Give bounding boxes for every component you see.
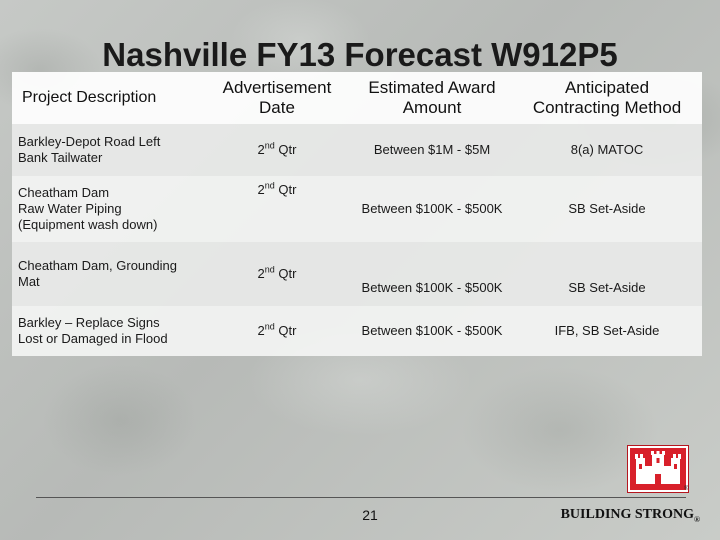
date-suffix: nd: [264, 264, 275, 275]
tagline-text: BUILDING STRONG: [560, 507, 695, 522]
cell-contracting-method: SB Set-Aside: [512, 176, 702, 242]
cell-contracting-method: IFB, SB Set-Aside: [512, 306, 702, 356]
cell-project-description: Barkley – Replace Signs Lost or Damaged …: [12, 306, 202, 356]
table-row: Barkley-Depot Road Left Bank Tailwater 2…: [12, 124, 702, 176]
date-number: 2: [257, 323, 265, 338]
header-label: Amount: [402, 98, 462, 117]
table-header-row: Project Description Advertisement Date E…: [12, 72, 702, 124]
date-unit: Qtr: [274, 266, 297, 281]
header-label: Estimated Award: [368, 78, 496, 97]
cell-advertisement-date: 2nd Qtr: [202, 124, 352, 176]
header-label: Anticipated: [564, 78, 650, 97]
header-label: Contracting Method: [532, 98, 682, 117]
footer-divider: [36, 497, 686, 498]
date-number: 2: [257, 142, 265, 157]
forecast-table: Project Description Advertisement Date E…: [12, 72, 702, 356]
cell-advertisement-date: 2nd Qtr: [202, 242, 352, 306]
desc-line: Bank Tailwater: [18, 150, 103, 165]
slide-title: Nashville FY13 Forecast W912P5: [102, 36, 618, 73]
building-strong-tagline: BUILDING STRONG®: [561, 507, 700, 524]
date-suffix: nd: [264, 140, 275, 151]
castle-icon: [635, 451, 681, 484]
date-number: 2: [257, 182, 265, 197]
desc-line: Barkley-Depot Road Left: [18, 134, 161, 149]
table-row: Barkley – Replace Signs Lost or Damaged …: [12, 306, 702, 356]
cell-project-description: Cheatham Dam, Grounding Mat: [12, 242, 202, 306]
header-project-description: Project Description: [12, 72, 202, 124]
usace-castle-icon: [628, 446, 688, 492]
logo-registered-mark: ®: [684, 486, 689, 492]
date-unit: Qtr: [274, 142, 297, 157]
cell-contracting-method: SB Set-Aside: [512, 242, 702, 306]
header-contracting-method: Anticipated Contracting Method: [512, 72, 702, 124]
cell-estimated-award: Between $1M - $5M: [352, 124, 512, 176]
date-suffix: nd: [264, 180, 275, 191]
page-number: 21: [362, 507, 378, 523]
cell-estimated-award: Between $100K - $500K: [352, 242, 512, 306]
table-row: Cheatham Dam Raw Water Piping (Equipment…: [12, 176, 702, 242]
table-row: Cheatham Dam, Grounding Mat 2nd Qtr Betw…: [12, 242, 702, 306]
desc-line: (Equipment wash down): [18, 217, 158, 232]
header-advertisement-date: Advertisement Date: [202, 72, 352, 124]
desc-line: Cheatham Dam: [18, 185, 110, 200]
header-label: Advertisement: [222, 78, 332, 97]
desc-line: Mat: [18, 274, 40, 289]
desc-line: Raw Water Piping: [18, 201, 122, 216]
desc-line: Barkley – Replace Signs: [18, 315, 160, 330]
cell-advertisement-date: 2nd Qtr: [202, 176, 352, 242]
date-number: 2: [257, 266, 265, 281]
date-unit: Qtr: [274, 323, 297, 338]
date-unit: Qtr: [274, 182, 297, 197]
date-suffix: nd: [264, 321, 275, 332]
cell-project-description: Barkley-Depot Road Left Bank Tailwater: [12, 124, 202, 176]
cell-advertisement-date: 2nd Qtr: [202, 306, 352, 356]
cell-estimated-award: Between $100K - $500K: [352, 306, 512, 356]
header-label: Date: [259, 98, 295, 117]
cell-estimated-award: Between $100K - $500K: [352, 176, 512, 242]
desc-line: Cheatham Dam, Grounding: [18, 258, 177, 273]
registered-mark: ®: [694, 514, 700, 524]
desc-line: Lost or Damaged in Flood: [18, 331, 168, 346]
header-estimated-award-amount: Estimated Award Amount: [352, 72, 512, 124]
cell-contracting-method: 8(a) MATOC: [512, 124, 702, 176]
header-label: Project Description: [22, 89, 157, 106]
cell-project-description: Cheatham Dam Raw Water Piping (Equipment…: [12, 176, 202, 242]
